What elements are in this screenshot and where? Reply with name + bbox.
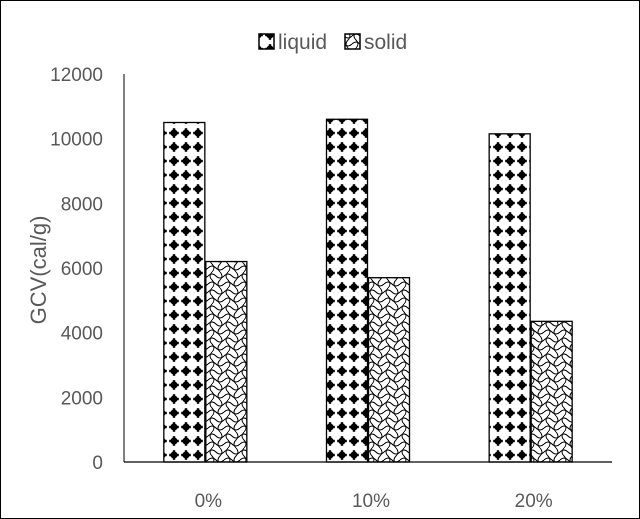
bar-liquid-0pct	[163, 121, 206, 463]
y-tick-label: 6000	[61, 259, 103, 280]
bar-liquid-20pct	[488, 133, 531, 463]
bar-solid-10pct	[367, 277, 411, 463]
x-tick-label: 10%	[352, 491, 390, 512]
y-tick-label: 2000	[61, 388, 103, 409]
y-tick-label: 8000	[61, 194, 103, 215]
y-axis-title: GCV(cal/g)	[26, 216, 51, 325]
legend-label-solid: solid	[364, 31, 407, 54]
legend-label-liquid: liquid	[278, 31, 327, 54]
y-tick-label: 12000	[50, 65, 103, 86]
bar-solid-20pct	[530, 320, 573, 463]
legend-swatch-liquid	[258, 33, 275, 50]
y-tick-label: 10000	[50, 130, 103, 151]
x-tick-label: 0%	[195, 491, 223, 512]
bar-liquid-10pct	[325, 118, 369, 463]
y-tick-label: 4000	[61, 324, 103, 345]
y-axis-ticks: 0 2000 4000 6000 8000 10000 12000	[50, 65, 103, 474]
x-axis-ticks: 0% 10% 20%	[195, 491, 553, 512]
bar-solid-0pct	[205, 260, 248, 463]
y-tick-label: 0	[92, 453, 103, 474]
legend-item-liquid: liquid	[258, 31, 327, 54]
bars	[163, 118, 573, 463]
legend-swatch-solid	[344, 33, 361, 50]
legend: liquid solid	[258, 31, 407, 54]
x-tick-label: 20%	[515, 491, 553, 512]
legend-item-solid: solid	[344, 31, 407, 54]
